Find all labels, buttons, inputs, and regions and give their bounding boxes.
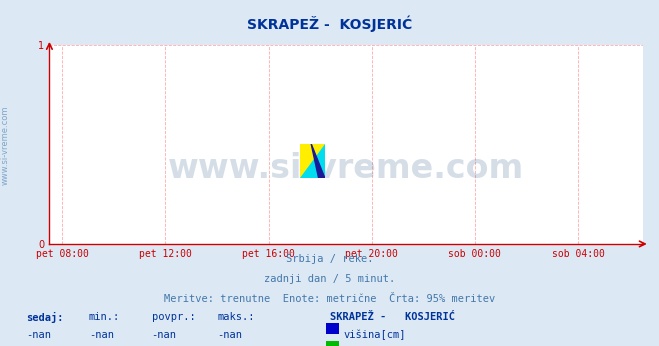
Text: zadnji dan / 5 minut.: zadnji dan / 5 minut. [264, 274, 395, 284]
Text: www.si-vreme.com: www.si-vreme.com [168, 152, 524, 185]
Text: SKRAPEŽ -   KOSJERIĆ: SKRAPEŽ - KOSJERIĆ [330, 312, 455, 322]
Text: -nan: -nan [89, 330, 114, 340]
Text: min.:: min.: [89, 312, 120, 322]
Text: sedaj:: sedaj: [26, 312, 64, 323]
Text: višina[cm]: višina[cm] [344, 330, 407, 340]
Text: Meritve: trenutne  Enote: metrične  Črta: 95% meritev: Meritve: trenutne Enote: metrične Črta: … [164, 294, 495, 304]
Text: -nan: -nan [26, 330, 51, 340]
Text: www.si-vreme.com: www.si-vreme.com [1, 106, 10, 185]
Text: SKRAPEŽ -  KOSJERIĆ: SKRAPEŽ - KOSJERIĆ [247, 16, 412, 32]
Text: povpr.:: povpr.: [152, 312, 195, 322]
Polygon shape [300, 144, 325, 178]
Text: Srbija / reke.: Srbija / reke. [286, 254, 373, 264]
Polygon shape [311, 144, 325, 178]
Text: -nan: -nan [152, 330, 177, 340]
Text: maks.:: maks.: [217, 312, 255, 322]
Polygon shape [300, 144, 325, 178]
Text: -nan: -nan [217, 330, 243, 340]
